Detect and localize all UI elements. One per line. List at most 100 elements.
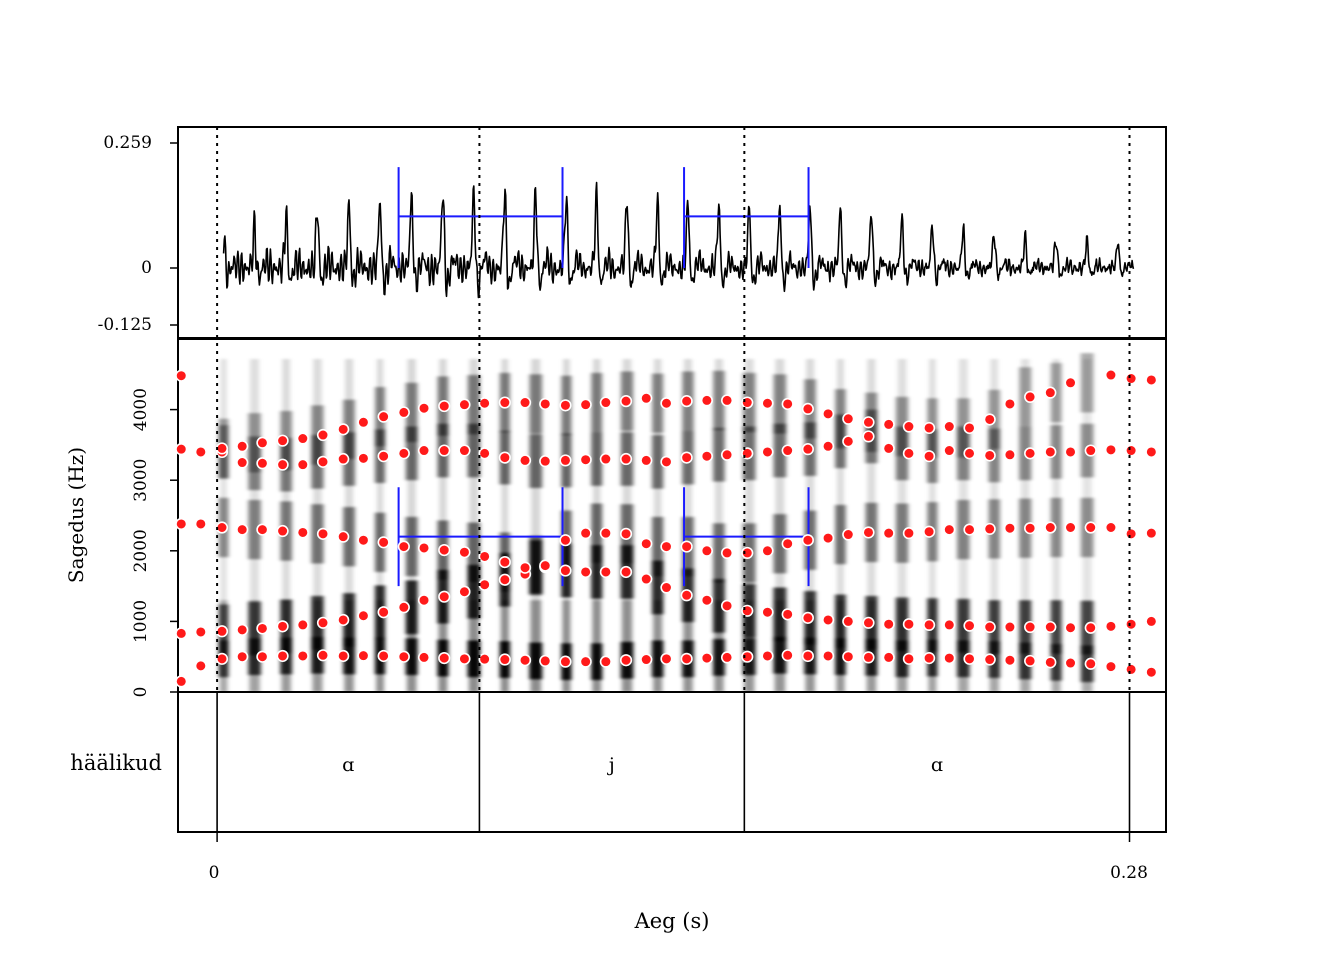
formant-F4-point (357, 452, 370, 465)
formant-F3-point (983, 522, 996, 536)
formant-F1-point (862, 651, 875, 664)
formant-F1-point (316, 649, 330, 662)
spectrogram-low-band (928, 600, 937, 692)
formant-F4-point (1064, 445, 1077, 459)
formant-F2-point (1024, 620, 1037, 634)
spectrogram-formant-band (712, 370, 725, 431)
formant-F4-point (337, 452, 350, 466)
formant-F5-point (377, 410, 390, 423)
formant-F5-point (781, 397, 794, 411)
formant-F3-point (1044, 521, 1057, 534)
formant-F3-point (316, 527, 330, 540)
formant-F5-point (316, 428, 330, 442)
formant-F3-point (1084, 521, 1097, 534)
tier-segment-label-1: j (607, 754, 615, 776)
spectrogram-formant-band (773, 423, 787, 478)
formant-F4-point (862, 430, 875, 443)
formant-F1-point (438, 652, 451, 665)
formant-F5-point (619, 395, 633, 408)
formant-F4-point (1044, 445, 1057, 459)
formant-F1-point (1104, 660, 1118, 673)
spectrogram-formant-band (405, 382, 418, 443)
spectrogram-formant-band (895, 396, 909, 457)
spectrogram-low-band (774, 600, 786, 692)
formant-F4-point (296, 458, 309, 471)
formant-F4-point (781, 444, 794, 457)
formant-F1-point (1003, 654, 1017, 667)
formant-F5-point (801, 402, 814, 415)
formant-F2-point (1084, 621, 1097, 634)
formant-tracks (175, 368, 1158, 688)
formant-F5-point (882, 418, 895, 431)
formant-F4-point (276, 458, 289, 471)
formant-F3-point (256, 523, 269, 536)
segment-boundary-lines (216, 127, 1131, 832)
formant-F2-point (1145, 615, 1158, 628)
formant-F2-point (983, 620, 996, 634)
formant-F4-point (599, 452, 612, 466)
waveform-ytick-label-bottom: -0.125 (98, 315, 152, 335)
formant-F2-point (821, 613, 835, 627)
spectrogram-low-band (652, 600, 663, 692)
formant-F3-point (781, 537, 794, 550)
spectrogram-low-band (836, 600, 845, 692)
spectrogram-formant-band (835, 389, 846, 449)
formant-F2-point (700, 594, 713, 607)
spectrogram-panel: 0 1000 2000 3000 4000 Sagedus (Hz) (64, 338, 1167, 697)
spectrogram-low-band (957, 600, 969, 692)
formant-F4-point (821, 440, 835, 453)
formant-F4-point (983, 449, 996, 462)
spectrogram-striation (531, 359, 541, 692)
spectrogram-low-band (562, 600, 571, 692)
formant-F5-point (175, 369, 188, 382)
formant-F5-point (741, 396, 754, 409)
spectrogram-formant-band (405, 516, 418, 577)
formant-F1-point (599, 655, 612, 668)
formant-F2-point (559, 564, 572, 577)
formant-F2-point (1104, 620, 1118, 633)
formant-F3-point (599, 527, 612, 540)
formant-F2-point (640, 572, 653, 586)
formant-F1-point (417, 651, 431, 664)
formant-F2-point (720, 599, 734, 612)
formant-F5-point (1024, 390, 1037, 403)
formant-F5-point (1104, 368, 1118, 382)
formant-F4-point (720, 448, 734, 461)
formant-F2-point (236, 623, 249, 636)
spectrogram-low-band (219, 600, 228, 692)
formant-F2-point (801, 611, 814, 624)
formant-F4-point (842, 435, 855, 448)
spectrogram-formant-band (895, 503, 909, 563)
formant-F2-point (1044, 620, 1057, 634)
spectrogram-formant-band (773, 374, 787, 434)
formant-F5-point (902, 420, 915, 433)
formant-F1-point (1084, 657, 1097, 670)
formant-F5-point (660, 397, 673, 410)
spectrogram-low-band (438, 600, 448, 692)
formant-F2-point (296, 618, 309, 632)
formant-F3-point (397, 540, 410, 553)
formant-F3-point (539, 559, 552, 572)
spectrogram-low-band (344, 600, 355, 692)
formant-F2-point (337, 613, 350, 627)
formant-F3-point (640, 537, 653, 550)
formant-F1-point (377, 649, 390, 663)
formant-F3-point (1145, 527, 1158, 540)
spectrogram-formant-band (591, 545, 603, 599)
formant-F2-point (923, 618, 936, 632)
formant-F1-point (781, 649, 794, 662)
waveform-line (222, 181, 1135, 299)
formant-F4-point (902, 447, 915, 460)
formant-F3-point (821, 531, 835, 545)
formant-F2-point (175, 627, 188, 640)
spectrogram-low-band (896, 600, 908, 692)
formant-F4-point (619, 452, 633, 466)
formant-F2-point (357, 609, 370, 622)
formant-F5-point (397, 406, 410, 419)
formant-F4-point (458, 444, 471, 457)
spectrogram-low-band (621, 600, 633, 692)
spectrogram-low-band (743, 600, 755, 692)
spectrogram-ytick-label-2: 2000 (131, 529, 151, 572)
formant-F2-point (943, 618, 956, 632)
